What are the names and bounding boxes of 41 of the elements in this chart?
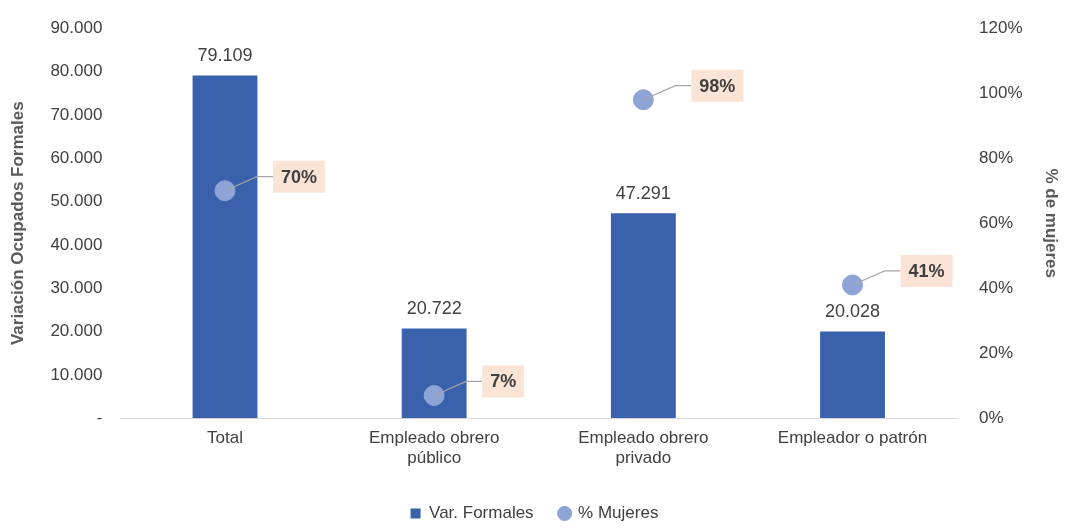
point bbox=[842, 274, 864, 296]
y-tick-label: - bbox=[96, 407, 103, 427]
point bbox=[423, 384, 445, 406]
data-label: 20.722 bbox=[406, 298, 462, 319]
y-tick-label: 50.000 bbox=[50, 191, 103, 211]
data-label: 7% bbox=[490, 371, 517, 392]
data-label: 20.028 bbox=[825, 301, 881, 322]
y2-tick-label: 20% bbox=[979, 342, 1014, 362]
y-tick-label: 60.000 bbox=[50, 147, 103, 167]
y-tick-label: 30.000 bbox=[50, 277, 103, 297]
legend-label: % Mujeres bbox=[578, 503, 659, 523]
y-tick-label: 10.000 bbox=[50, 364, 103, 384]
x-tick-label: Empleado obrero privado bbox=[578, 428, 709, 468]
data-label: 70% bbox=[280, 166, 318, 187]
bar bbox=[192, 75, 258, 419]
bar bbox=[401, 328, 467, 419]
x-tick-label: Total bbox=[207, 428, 243, 448]
bar bbox=[610, 213, 676, 419]
y2-tick-label: 0% bbox=[979, 407, 1004, 427]
bar bbox=[820, 331, 885, 419]
y2-tick-label: 80% bbox=[979, 147, 1014, 167]
y2-tick-label: 40% bbox=[979, 277, 1014, 297]
point bbox=[214, 180, 236, 202]
legend-label: Var. Formales bbox=[429, 503, 534, 523]
data-label: 47.291 bbox=[615, 183, 671, 204]
data-label: 98% bbox=[699, 75, 736, 96]
y2-tick-label: 60% bbox=[979, 212, 1014, 232]
y-tick-label: 20.000 bbox=[50, 321, 103, 341]
y-axis-title: Variación Ocupados Formales bbox=[7, 101, 27, 346]
y-tick-label: 90.000 bbox=[50, 17, 103, 37]
y-tick-label: 80.000 bbox=[50, 61, 103, 81]
x-tick-label: Empleador o patrón bbox=[777, 428, 928, 448]
y-tick-label: 40.000 bbox=[50, 234, 103, 254]
y2-axis-title: % de mujeres bbox=[1042, 168, 1062, 278]
point bbox=[632, 89, 654, 111]
y2-tick-label: 100% bbox=[979, 82, 1023, 102]
data-label: 79.109 bbox=[197, 45, 253, 66]
data-label: 41% bbox=[908, 260, 945, 281]
y-tick-label: 70.000 bbox=[50, 104, 103, 124]
x-tick-label: Empleado obrero público bbox=[368, 428, 500, 468]
y2-tick-label: 120% bbox=[979, 17, 1023, 37]
